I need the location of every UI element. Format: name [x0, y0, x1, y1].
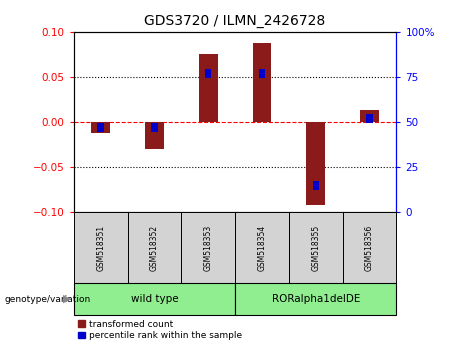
- Text: GSM518351: GSM518351: [96, 225, 105, 271]
- Bar: [145, 122, 164, 149]
- Text: GSM518352: GSM518352: [150, 225, 159, 271]
- Bar: [307, 122, 325, 205]
- Text: GSM518355: GSM518355: [311, 225, 320, 271]
- Bar: [289, 212, 343, 283]
- Bar: [235, 283, 396, 315]
- Text: GSM518353: GSM518353: [204, 225, 213, 271]
- Text: RORalpha1delDE: RORalpha1delDE: [272, 294, 360, 304]
- Bar: [74, 212, 128, 283]
- Bar: [181, 212, 235, 283]
- Bar: [235, 212, 289, 283]
- Bar: [366, 114, 373, 123]
- Text: genotype/variation: genotype/variation: [5, 295, 91, 304]
- Bar: [97, 123, 104, 132]
- Bar: [199, 55, 218, 122]
- Text: GSM518354: GSM518354: [258, 225, 266, 271]
- Bar: [205, 69, 212, 78]
- Title: GDS3720 / ILMN_2426728: GDS3720 / ILMN_2426728: [144, 14, 326, 28]
- Text: GSM518356: GSM518356: [365, 225, 374, 271]
- Bar: [343, 212, 396, 283]
- Text: ▶: ▶: [63, 294, 71, 304]
- Bar: [259, 69, 265, 78]
- Bar: [360, 110, 379, 122]
- Text: wild type: wild type: [130, 294, 178, 304]
- Bar: [313, 181, 319, 190]
- Bar: [128, 212, 181, 283]
- Bar: [91, 122, 110, 133]
- Legend: transformed count, percentile rank within the sample: transformed count, percentile rank withi…: [78, 320, 242, 340]
- Bar: [253, 43, 272, 122]
- Bar: [151, 123, 158, 132]
- Bar: [74, 283, 235, 315]
